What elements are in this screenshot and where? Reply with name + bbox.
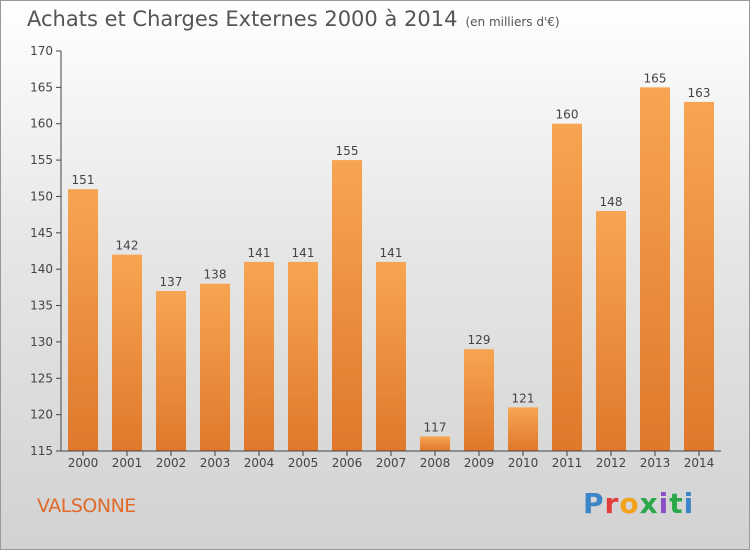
bar-value-label: 160	[556, 108, 579, 122]
x-tick-label: 2014	[684, 456, 715, 470]
x-tick-label: 2003	[200, 456, 231, 470]
logo-letter: i	[658, 487, 670, 520]
bar	[244, 261, 274, 451]
y-tick-label: 125	[30, 371, 53, 385]
chart-title: Achats et Charges Externes 2000 à 2014 (e…	[27, 7, 560, 31]
bar	[684, 101, 714, 451]
place-name: VALSONNE	[37, 495, 136, 517]
proxiti-logo: Proxiti	[583, 487, 694, 520]
bar-value-label: 121	[512, 391, 535, 405]
bar-value-label: 141	[292, 246, 315, 260]
y-tick-label: 135	[30, 299, 53, 313]
bar-value-label: 165	[644, 71, 667, 85]
bar	[376, 261, 406, 451]
x-tick-label: 2008	[420, 456, 451, 470]
x-tick-label: 2011	[552, 456, 583, 470]
bar-value-label: 141	[248, 246, 271, 260]
x-tick-label: 2000	[68, 456, 99, 470]
x-tick-label: 2009	[464, 456, 495, 470]
logo-letter: t	[669, 487, 684, 520]
y-tick-label: 170	[30, 44, 53, 58]
bar-value-label: 142	[116, 239, 139, 253]
logo-letter: x	[639, 487, 659, 520]
bar	[288, 261, 318, 451]
logo-letter: r	[604, 487, 620, 520]
bar	[596, 211, 626, 451]
x-tick-label: 2004	[244, 456, 275, 470]
logo-letter: o	[619, 487, 640, 520]
y-tick-label: 130	[30, 335, 53, 349]
bar-value-label: 137	[160, 275, 183, 289]
bar	[156, 291, 186, 451]
chart-subtitle: (en milliers d'€)	[465, 15, 560, 29]
bar	[552, 123, 582, 452]
y-tick-label: 120	[30, 408, 53, 422]
bar	[332, 160, 362, 451]
y-tick-label: 140	[30, 262, 53, 276]
y-tick-label: 160	[30, 117, 53, 131]
y-tick-label: 115	[30, 444, 53, 458]
x-axis: 2000 2001 2002 2003 2004 2005 2006 2007 2008 2009…	[61, 450, 721, 470]
logo-letter: i	[683, 487, 695, 520]
y-tick-label: 150	[30, 189, 53, 203]
bar-value-label: 163	[688, 86, 711, 100]
bars-group: 151 142 137 138 141 141 155 141 117 129 121 160 148 1…	[68, 71, 714, 452]
bar-value-label: 148	[600, 195, 623, 209]
bar	[112, 254, 142, 451]
x-tick-label: 2007	[376, 456, 407, 470]
bar-value-label: 117	[424, 420, 447, 434]
x-tick-label: 2005	[288, 456, 319, 470]
x-tick-label: 2013	[640, 456, 671, 470]
bar-value-label: 138	[204, 268, 227, 282]
bar	[68, 189, 98, 451]
x-tick-label: 2002	[156, 456, 187, 470]
bar	[420, 436, 450, 451]
bar	[640, 87, 670, 451]
bar	[464, 349, 494, 451]
bar-value-label: 141	[380, 246, 403, 260]
bar	[508, 407, 538, 451]
x-tick-label: 2006	[332, 456, 363, 470]
logo-letter: P	[583, 487, 605, 520]
bar-value-label: 155	[336, 144, 359, 158]
y-tick-label: 155	[30, 153, 53, 167]
x-tick-label: 2010	[508, 456, 539, 470]
x-tick-label: 2001	[112, 456, 143, 470]
y-axis: 115 120 125 130 135 140 145 150 155 160 165 170	[30, 44, 62, 458]
x-tick-label: 2012	[596, 456, 627, 470]
bar-value-label: 151	[72, 173, 95, 187]
y-tick-label: 165	[30, 80, 53, 94]
bar	[200, 283, 230, 451]
bar-value-label: 129	[468, 333, 491, 347]
title-text: Achats et Charges Externes 2000 à 2014	[27, 7, 458, 31]
y-tick-label: 145	[30, 226, 53, 240]
